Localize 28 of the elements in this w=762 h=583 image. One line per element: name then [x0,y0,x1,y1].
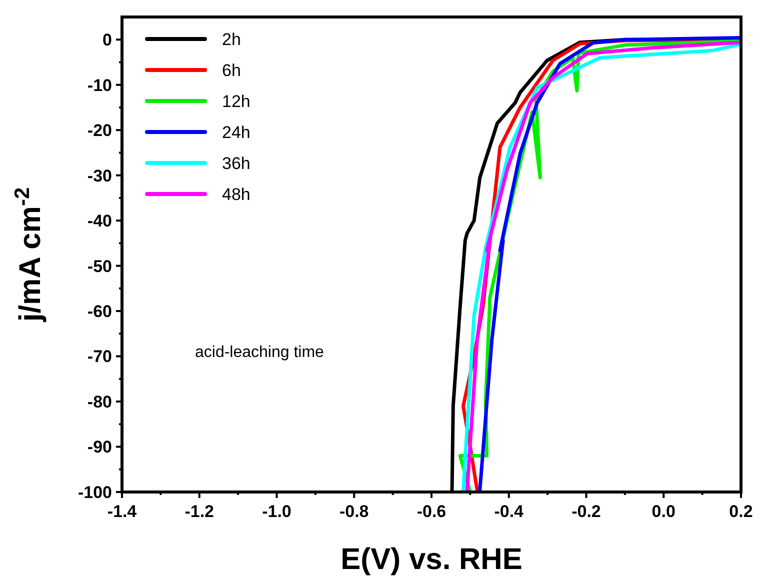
y-tick-label: -40 [87,212,112,231]
x-tick-label: 0.2 [729,502,753,521]
x-tick-label: -0.8 [339,502,369,521]
x-tick-label: -0.4 [494,502,524,521]
y-tick-label: -60 [87,302,112,321]
x-tick-label: 0.0 [652,502,676,521]
y-tick-label: -100 [78,482,112,502]
legend-label: 12h [222,92,250,111]
y-tick-label: -70 [87,347,112,366]
x-tick-label: -0.2 [572,502,601,521]
x-tick-label: -0.6 [416,502,446,521]
legend-label: 24h [222,122,250,142]
x-tick-label: -1.0 [262,502,292,521]
y-tick-label: -50 [87,256,112,276]
y-tick-label: -90 [87,438,112,457]
y-tick-label: -20 [87,121,112,140]
y-tick-label: -30 [87,166,112,186]
y-tick-label: -80 [87,392,112,412]
y-tick-label: -10 [87,76,112,95]
x-tick-label: -1.4 [107,502,138,521]
y-tick-label: 0 [102,30,112,50]
legend-label: 2h [222,30,241,49]
x-axis-title: E(V) vs. RHE [340,543,522,576]
annotation: acid-leaching time [195,344,324,361]
legend-label: 6h [222,60,241,80]
legend-label: 48h [222,184,250,204]
legend-label: 36h [222,154,250,173]
text: -1.2 [184,502,214,521]
